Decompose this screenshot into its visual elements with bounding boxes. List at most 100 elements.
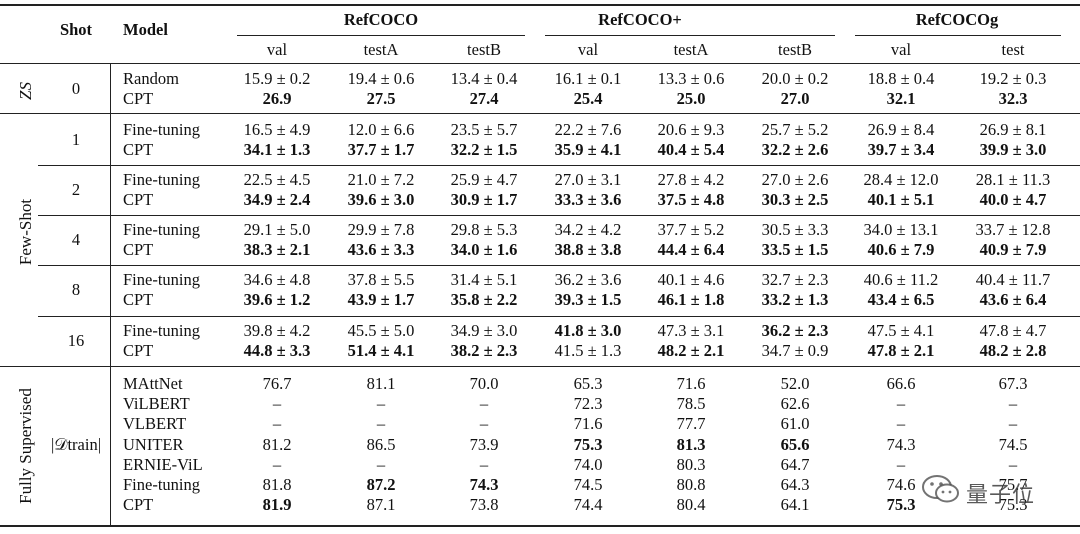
table-cell: 28.1 ± 11.3 [975, 170, 1051, 189]
header-group: RefCOCOg [915, 10, 999, 29]
table-cell: – [896, 454, 906, 474]
table-cell: 87.1 [366, 495, 396, 515]
model-name: VLBERT [123, 414, 187, 434]
table-cell: 37.7 ± 5.2 [657, 220, 725, 239]
table-cell: 26.9 [262, 89, 292, 109]
table-cell: 34.6 ± 4.8 [243, 270, 311, 289]
table-cell: 43.4 ± 6.5 [867, 290, 935, 310]
table-cell: 43.6 ± 3.3 [347, 240, 415, 260]
table-cell: 39.8 ± 4.2 [243, 321, 311, 340]
rule-line [237, 35, 525, 36]
table-cell: – [272, 394, 282, 414]
table-cell: 27.0 ± 3.1 [554, 170, 622, 189]
table-cell: 12.0 ± 6.6 [347, 120, 415, 139]
table-cell: 77.7 [676, 414, 706, 434]
table-cell: 75.7 [998, 475, 1028, 494]
table-cell: 37.5 ± 4.8 [657, 190, 725, 210]
header-shot: Shot [59, 20, 93, 39]
model-name: ViLBERT [123, 394, 190, 414]
section-label: Few-Shot [16, 198, 35, 266]
model-name: Fine-tuning [123, 475, 200, 494]
model-name: MAttNet [123, 374, 183, 393]
table-cell: 39.7 ± 3.4 [867, 140, 935, 160]
rule-line [0, 63, 1080, 64]
table-cell: – [376, 394, 386, 414]
table-cell: 26.9 ± 8.4 [867, 120, 935, 139]
table-cell: 38.2 ± 2.3 [450, 341, 518, 361]
rule-line [0, 366, 1080, 367]
table-cell: 80.4 [676, 495, 706, 515]
table-cell: 23.5 ± 5.7 [450, 120, 518, 139]
table-cell: 74.6 [886, 475, 916, 494]
table-cell: 40.6 ± 7.9 [867, 240, 935, 260]
table-cell: 86.5 [366, 434, 396, 454]
table-cell: 72.3 [573, 394, 603, 414]
wechat-logo-icon [922, 475, 959, 503]
table-cell: 19.2 ± 0.3 [979, 69, 1047, 88]
table-cell: – [1008, 394, 1018, 414]
table-cell: 62.6 [780, 394, 810, 414]
table-cell: 39.3 ± 1.5 [554, 290, 622, 310]
table-cell: 15.9 ± 0.2 [243, 69, 311, 88]
section-label: ZS [16, 82, 35, 100]
model-name: CPT [123, 495, 154, 515]
table-cell: 34.9 ± 3.0 [450, 321, 518, 340]
watermark-text: 量子位 [966, 483, 1036, 508]
model-name: Fine-tuning [123, 220, 200, 239]
rule-line [38, 265, 1080, 266]
model-name: Fine-tuning [123, 120, 200, 139]
table-cell: 47.8 ± 2.1 [867, 341, 935, 361]
table-cell: 73.9 [469, 434, 499, 454]
table-cell: 47.5 ± 4.1 [867, 321, 935, 340]
table-cell: 27.0 [780, 89, 810, 109]
table-cell: 52.0 [780, 374, 810, 393]
table-cell: 43.6 ± 6.4 [979, 290, 1047, 310]
table-cell: 75.3 [573, 434, 603, 454]
header-subcolumn: testA [363, 40, 399, 59]
table-cell: 30.3 ± 2.5 [761, 190, 829, 210]
table-cell: 80.3 [676, 454, 706, 474]
table-cell: 73.8 [469, 495, 499, 515]
table-cell: 29.1 ± 5.0 [243, 220, 311, 239]
model-name: CPT [123, 341, 154, 361]
header-subcolumn: testA [673, 40, 709, 59]
table-cell: 22.2 ± 7.6 [554, 120, 622, 139]
rule-line [38, 165, 1080, 166]
table-cell: 40.6 ± 11.2 [863, 270, 939, 289]
watermark: 量子位 [920, 472, 1060, 508]
table-cell: 35.9 ± 4.1 [554, 140, 622, 160]
table-cell: – [479, 414, 489, 434]
table-cell: – [272, 414, 282, 434]
rule-line [545, 35, 835, 36]
model-name: ERNIE-ViL [123, 454, 203, 474]
table-cell: 34.0 ± 1.6 [450, 240, 518, 260]
rule-line [855, 35, 1061, 36]
header-subcolumn: test [1001, 40, 1025, 59]
rule-line [38, 316, 1080, 317]
table-cell: 19.4 ± 0.6 [347, 69, 415, 88]
table-cell: 29.8 ± 5.3 [450, 220, 518, 239]
table-cell: 34.2 ± 4.2 [554, 220, 622, 239]
header-subcolumn: val [266, 40, 288, 59]
table-cell: – [896, 394, 906, 414]
table-cell: 39.9 ± 3.0 [979, 140, 1047, 160]
table-cell: 45.5 ± 5.0 [347, 321, 415, 340]
table-cell: 33.2 ± 1.3 [761, 290, 829, 310]
table-cell: – [479, 394, 489, 414]
shot-value: 2 [71, 180, 81, 200]
model-name: Random [123, 69, 179, 88]
table-cell: 36.2 ± 3.6 [554, 270, 622, 289]
table-cell: 22.5 ± 4.5 [243, 170, 311, 189]
rule-line [0, 4, 1080, 6]
table-cell: 32.2 ± 2.6 [761, 140, 829, 160]
table-cell: 75.3 [886, 495, 916, 515]
shot-value: 4 [71, 230, 81, 250]
table-cell: 81.3 [676, 434, 706, 454]
model-name: CPT [123, 140, 154, 160]
table-cell: 74.3 [886, 434, 916, 454]
table-cell: – [376, 414, 386, 434]
table-cell: 70.0 [469, 374, 499, 393]
table-cell: 13.4 ± 0.4 [450, 69, 518, 88]
table-cell: 16.1 ± 0.1 [554, 69, 622, 88]
table-cell: 28.4 ± 12.0 [863, 170, 939, 189]
